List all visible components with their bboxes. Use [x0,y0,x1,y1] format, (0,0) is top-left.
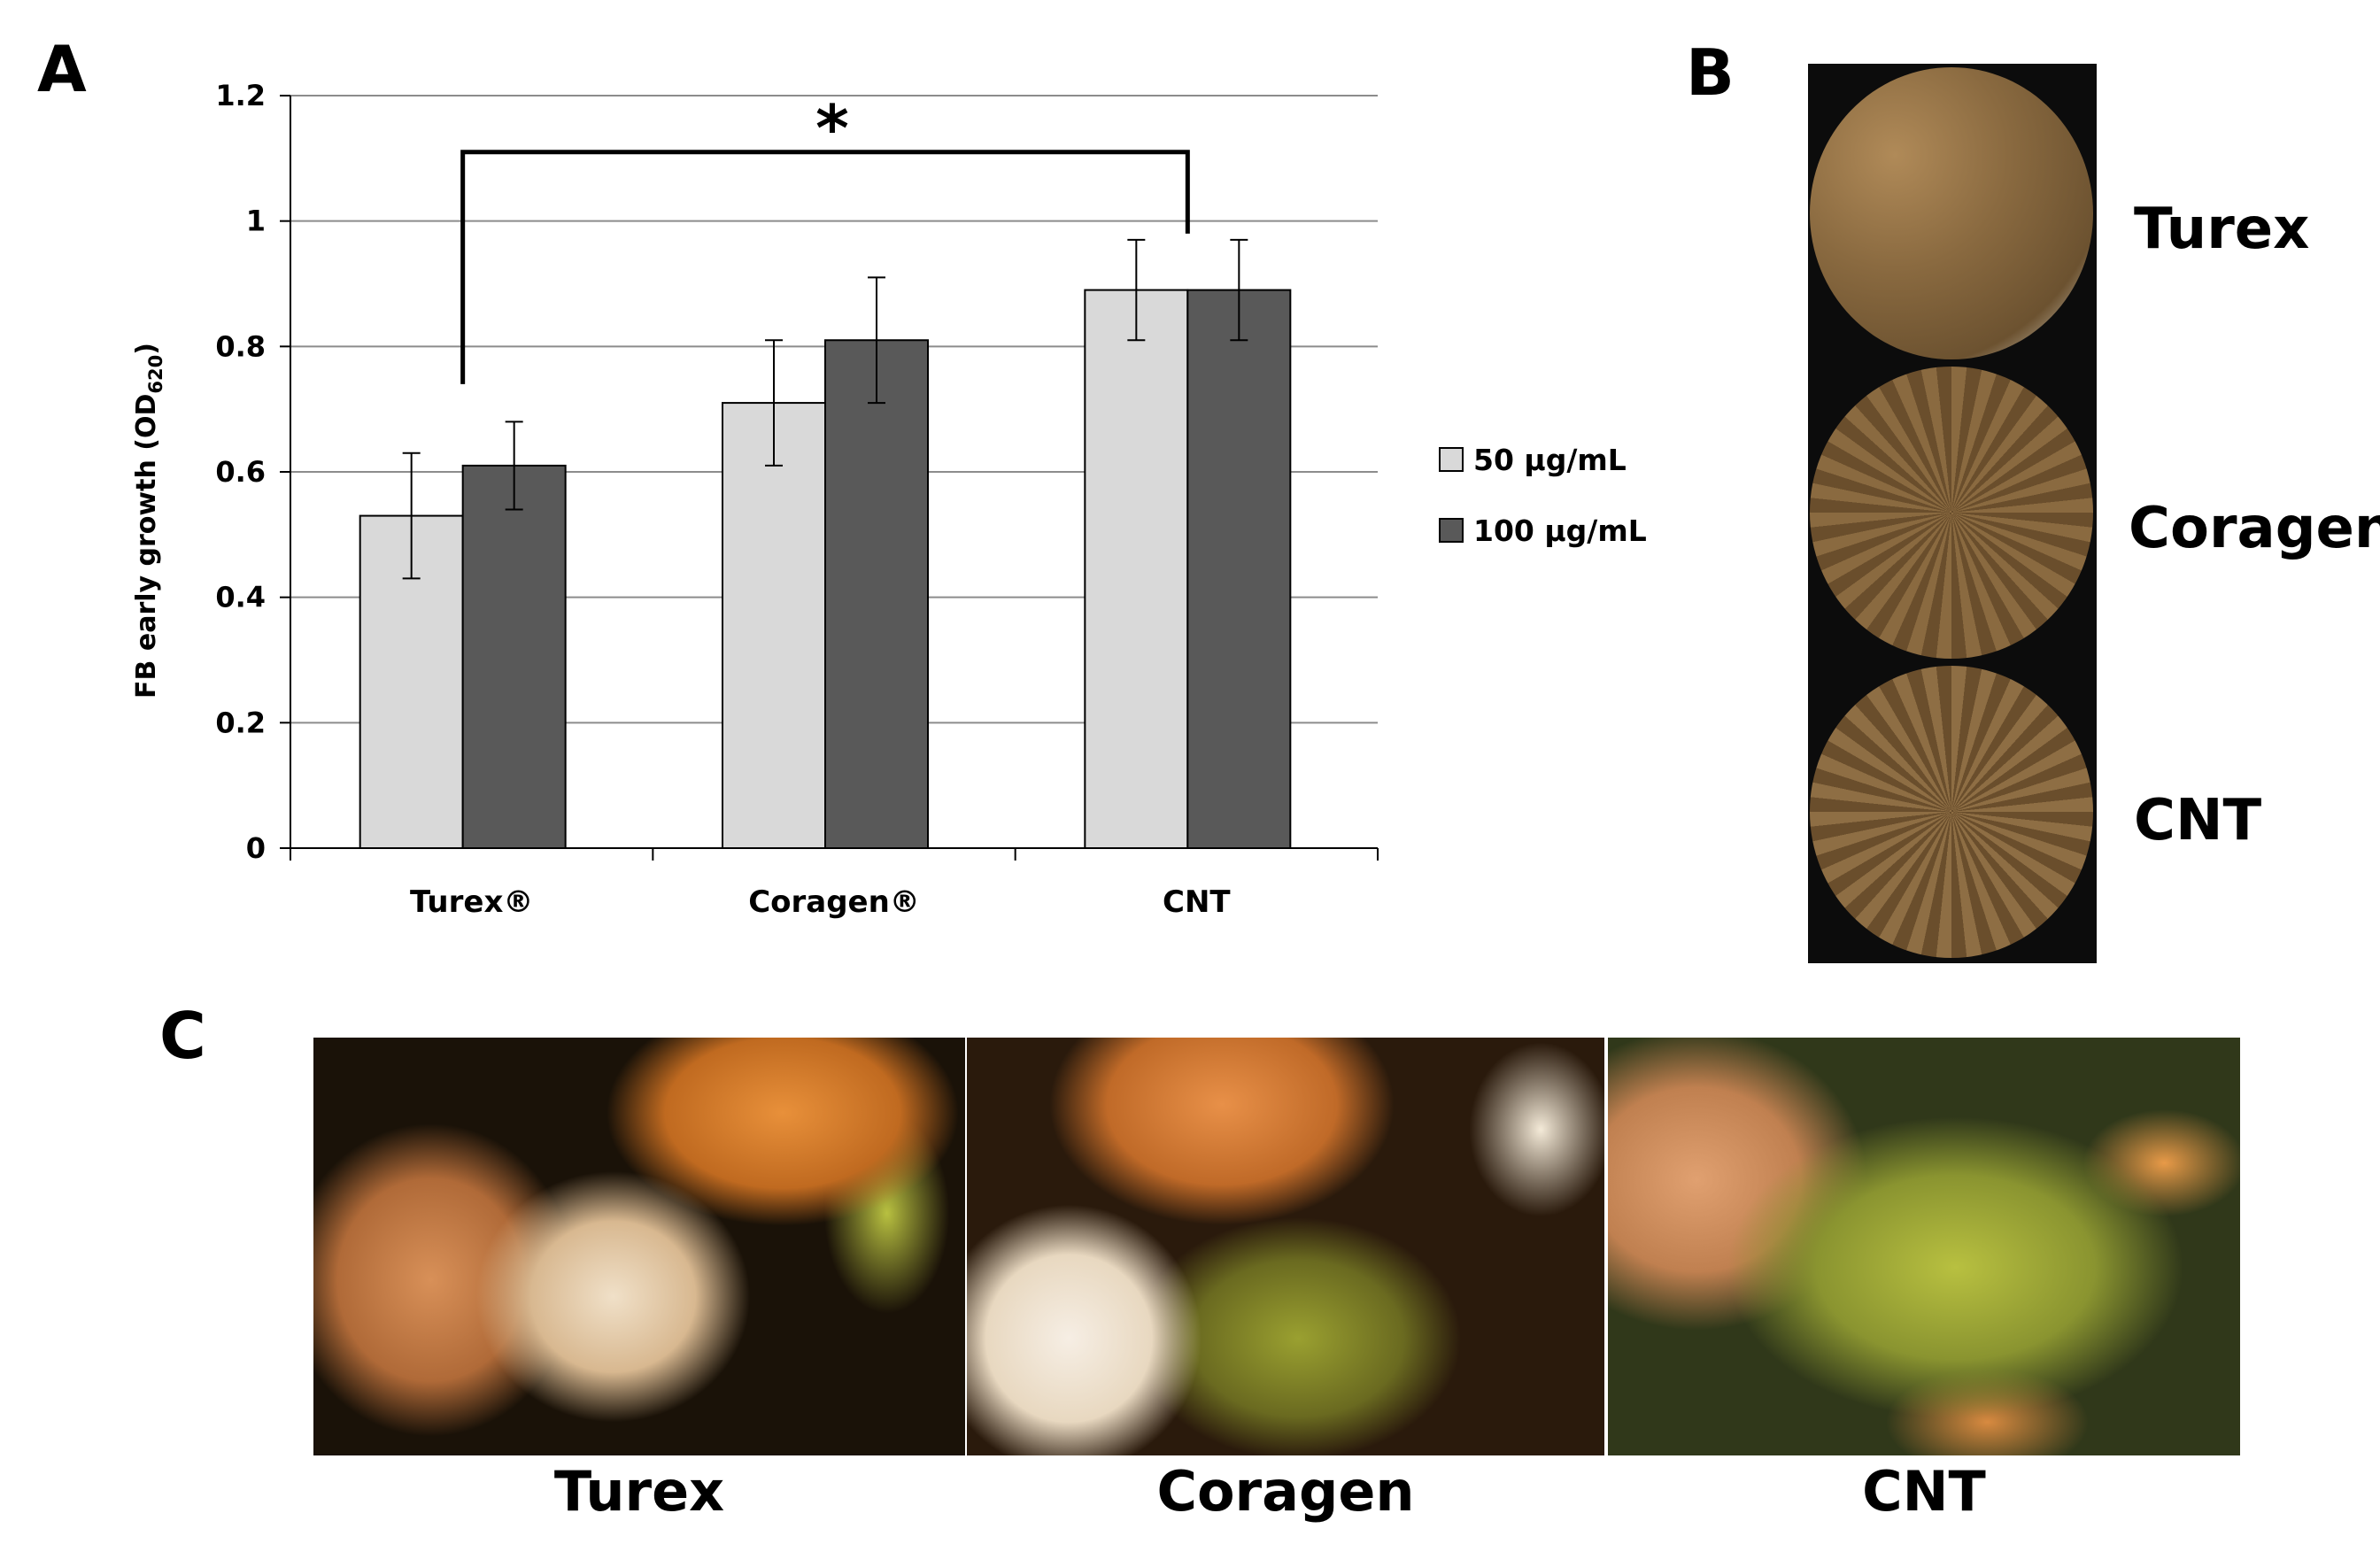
x-tick-label: Turex® [410,884,533,920]
legend-label: 100 µg/mL [1473,513,1647,548]
y-tick-label: 0.4 [215,581,266,614]
seed-image-coragen [967,1038,1604,1455]
significance-star: * [815,91,849,166]
legend: 50 µg/mL 100 µg/mL [1439,443,1647,548]
panel-c-letter: C [159,999,206,1073]
legend-label: 50 µg/mL [1473,443,1627,477]
petri-dish-turex [1810,67,2093,359]
plate-label-cnt: CNT [2134,788,2262,853]
petri-dish-cnt [1810,666,2093,958]
plate-label-coragen: Coragen [2129,496,2380,561]
legend-swatch [1439,518,1464,543]
seed-label-coragen: Coragen [1156,1459,1415,1524]
error-bars [402,238,1248,580]
significance-bracket: * [460,91,1190,384]
significance-line [460,150,1190,384]
seed-label-cnt: CNT [1862,1459,1986,1524]
y-tick-label: 1 [246,205,266,238]
bar [461,464,567,850]
x-tick-label: Coragen® [748,884,920,920]
seed-label-turex: Turex [553,1459,725,1524]
seed-image-cnt [1608,1038,2240,1455]
plate-photo-column [1808,64,2097,963]
y-tick-labels: 0 0.2 0.4 0.6 0.8 1 1.2 [215,79,290,865]
x-tick-label: CNT [1163,884,1231,920]
bar [824,339,929,849]
legend-swatch [1439,447,1464,472]
panel-a-letter: A [37,32,87,106]
plate-label-turex: Turex [2134,197,2310,262]
y-tick-label: 0.6 [215,455,266,489]
axes [290,96,1379,861]
bar [1084,289,1189,850]
petri-dish-coragen [1810,367,2093,659]
bar [1186,289,1292,850]
y-tick-label: 0.2 [215,706,266,739]
y-tick-label: 0 [246,831,266,865]
seed-image-turex [313,1038,965,1455]
bar [722,402,826,849]
y-tick-label: 0.8 [215,329,266,363]
panel-b-letter: B [1686,35,1735,110]
y-tick-label: 1.2 [215,79,266,112]
bars [359,289,1292,850]
x-tick-labels: Turex® Coragen® CNT [410,884,1231,920]
y-axis-label: FB early growth (OD620) [131,343,166,699]
